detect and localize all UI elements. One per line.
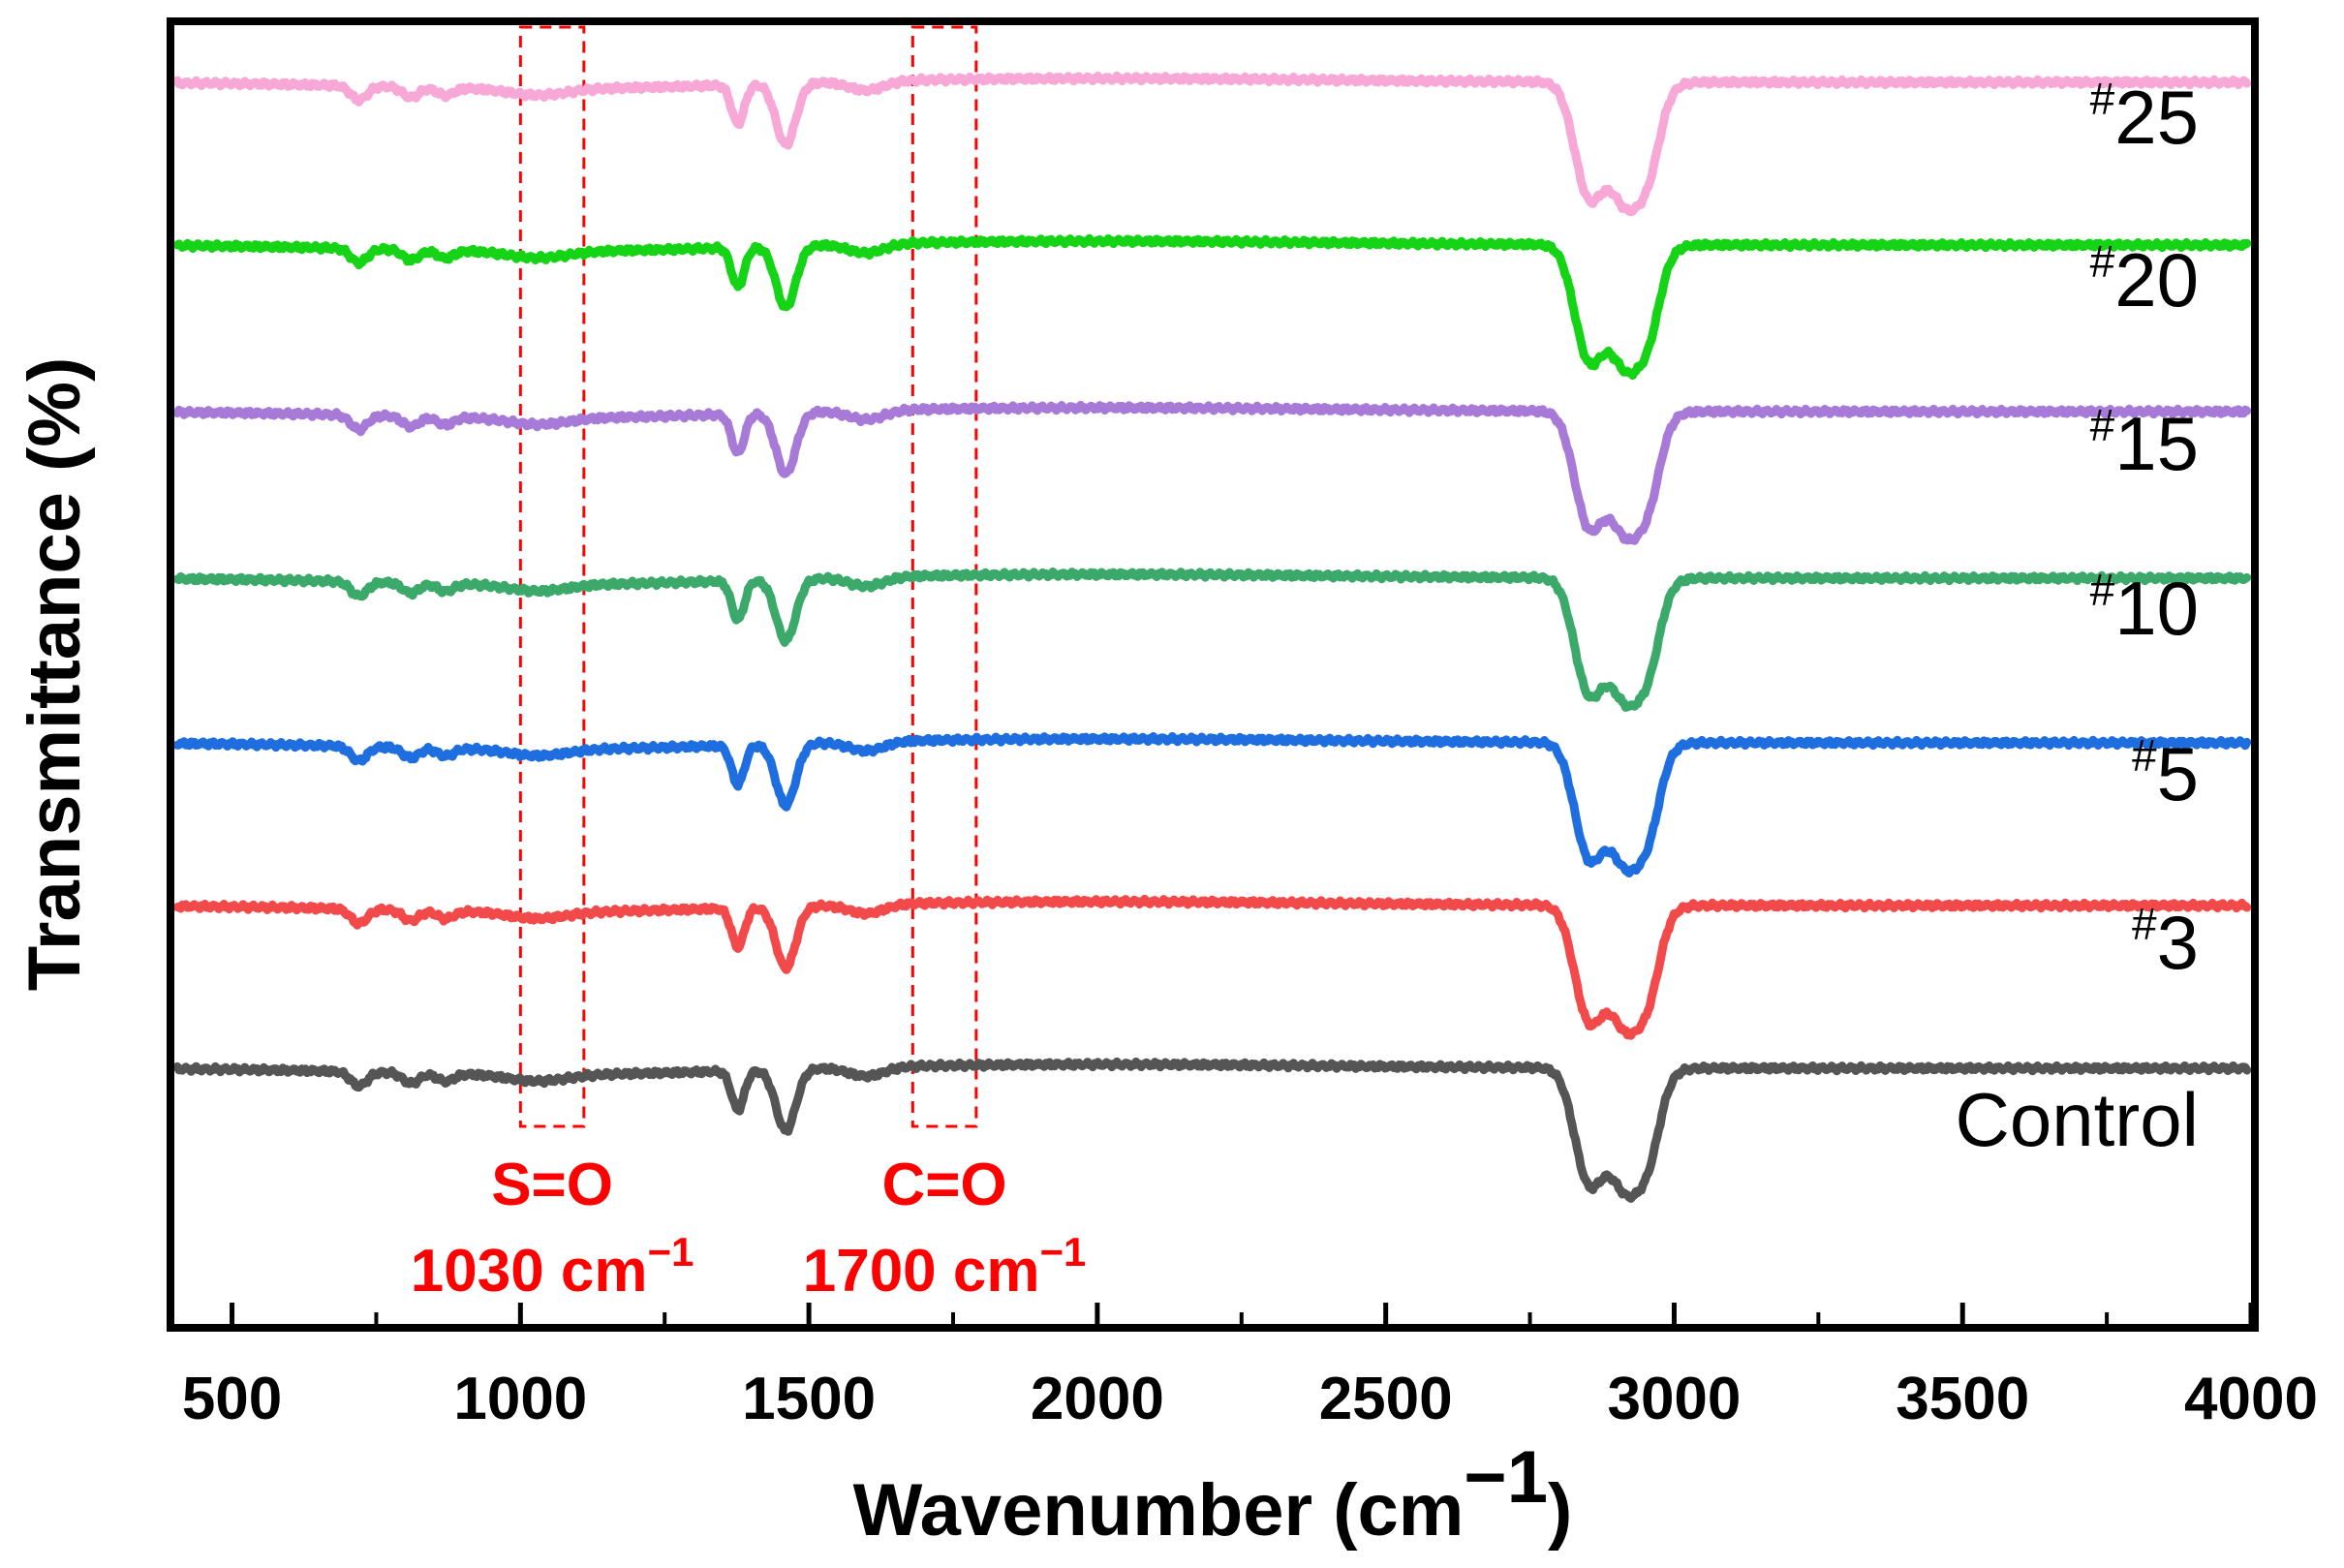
series-label-control: Control — [1956, 1077, 2199, 1162]
x-axis-title: Wavenumber (cm−1) — [853, 1436, 1573, 1552]
y-axis-title: Transmittance (%) — [14, 357, 96, 992]
annotation-wavenumber-co: 1700 cm−1 — [803, 1229, 1087, 1305]
x-axis-ticks: 500 1000 1500 2000 2500 3000 3500 4000 — [182, 1303, 2318, 1432]
x-tick-label: 2500 — [1319, 1366, 1453, 1432]
x-tick-label: 3000 — [1607, 1366, 1741, 1432]
plot-frame — [167, 17, 2259, 1332]
series-line-n15 — [172, 400, 2252, 545]
annotation-labels: S=O 1030 cm−1 C=O 1700 cm−1 — [411, 1152, 1087, 1305]
x-tick-label: 2000 — [1031, 1366, 1164, 1432]
series-label-n15: #15 — [2090, 400, 2199, 486]
x-tick-label: 1000 — [453, 1366, 587, 1432]
series-line-control — [172, 1057, 2252, 1203]
x-tick-label: 3500 — [1896, 1366, 2029, 1432]
series-line-n3 — [172, 894, 2252, 1040]
series-line-n20 — [172, 233, 2252, 380]
series-label-n20: #20 — [2090, 236, 2199, 323]
series-label-n3: #3 — [2132, 899, 2199, 985]
series-line-n5 — [172, 732, 2252, 877]
annotation-label-co: C=O — [881, 1152, 1006, 1218]
series-label-n5: #5 — [2132, 730, 2199, 816]
series-label-n10: #10 — [2090, 565, 2199, 651]
series-line-n10 — [172, 568, 2252, 712]
series-labels: Control #3 #5 #10 #15 #20 #25 — [1956, 74, 2199, 1162]
x-tick-label: 4000 — [2184, 1366, 2318, 1432]
annotation-wavenumber-so: 1030 cm−1 — [411, 1229, 694, 1305]
annotation-label-so: S=O — [491, 1152, 613, 1218]
annotation-box-so — [518, 25, 586, 1128]
spectra-series — [172, 71, 2252, 1203]
x-tick-label: 1500 — [742, 1366, 876, 1432]
x-tick-label: 500 — [182, 1366, 282, 1432]
series-label-n25: #25 — [2090, 74, 2199, 160]
series-line-n25 — [172, 71, 2252, 217]
